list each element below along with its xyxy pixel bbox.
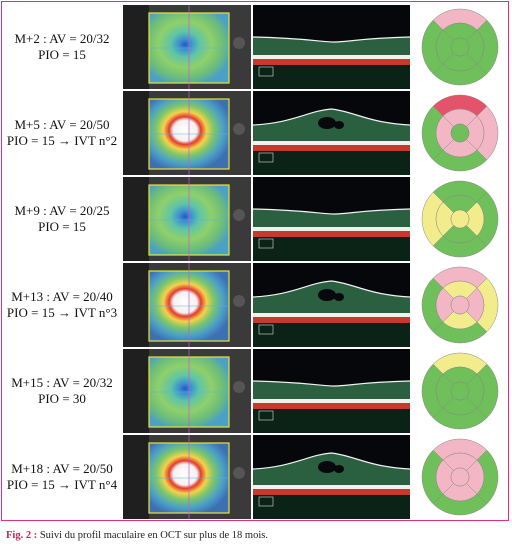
- etdrs-thickness-map: [412, 263, 508, 347]
- oct-scan: [253, 349, 410, 433]
- visit-acuity: M+18 : AV = 20/50: [11, 461, 113, 476]
- visit-pressure: PIO = 15 → IVT n°3: [6, 305, 118, 320]
- followup-row: M+2 : AV = 20/32 PIO = 15: [2, 4, 508, 90]
- figure-caption: Fig. 2 : Suivi du profil maculaire en OC…: [6, 530, 268, 541]
- thickness-map-panel: [412, 349, 508, 433]
- visit-label: M+2 : AV = 20/32 PIO = 15: [2, 4, 122, 90]
- oct-scan: [253, 177, 410, 261]
- map-center: [450, 209, 470, 229]
- oct-scan: [253, 263, 410, 347]
- fundus-image: [123, 91, 251, 175]
- oct-panel: [253, 91, 410, 175]
- etdrs-thickness-map: [412, 435, 508, 519]
- followup-row: M+5 : AV = 20/50 PIO = 15 → IVT n°2: [2, 90, 508, 176]
- fundus-image: [123, 349, 251, 433]
- oct-panel: [253, 177, 410, 261]
- fundus-panel: [123, 177, 251, 261]
- visit-label: M+15 : AV = 20/32 PIO = 30: [2, 348, 122, 434]
- thickness-map-panel: [412, 5, 508, 89]
- visit-pressure: PIO = 15: [38, 219, 86, 234]
- oct-scan: [253, 5, 410, 89]
- oct-panel: [253, 263, 410, 347]
- visit-pressure: PIO = 15: [38, 47, 86, 62]
- etdrs-thickness-map: [412, 349, 508, 433]
- map-center: [450, 295, 470, 315]
- followup-row: M+18 : AV = 20/50 PIO = 15 → IVT n°4: [2, 434, 508, 520]
- visit-label: M+13 : AV = 20/40 PIO = 15 → IVT n°3: [2, 262, 122, 348]
- visit-pressure: PIO = 15 → IVT n°4: [6, 477, 118, 492]
- oct-scan: [253, 91, 410, 175]
- followup-row: M+15 : AV = 20/32 PIO = 30: [2, 348, 508, 434]
- oct-scan: [253, 435, 410, 519]
- visit-label: M+9 : AV = 20/25 PIO = 15: [2, 176, 122, 262]
- visit-label: M+18 : AV = 20/50 PIO = 15 → IVT n°4: [2, 434, 122, 520]
- caption-text: Suivi du profil maculaire en OCT sur plu…: [37, 530, 268, 541]
- map-center: [450, 467, 470, 487]
- figure-panel: M+2 : AV = 20/32 PIO = 15 M+5 : AV = 20/50…: [1, 1, 509, 521]
- visit-acuity: M+2 : AV = 20/32: [14, 31, 110, 46]
- visit-pressure: PIO = 15 → IVT n°2: [6, 133, 118, 148]
- followup-row: M+9 : AV = 20/25 PIO = 15: [2, 176, 508, 262]
- oct-panel: [253, 349, 410, 433]
- map-center: [450, 37, 470, 57]
- etdrs-thickness-map: [412, 5, 508, 89]
- thickness-map-panel: [412, 177, 508, 261]
- visit-acuity: M+13 : AV = 20/40: [11, 289, 113, 304]
- thickness-map-panel: [412, 435, 508, 519]
- followup-row: M+13 : AV = 20/40 PIO = 15 → IVT n°3: [2, 262, 508, 348]
- fundus-image: [123, 5, 251, 89]
- thickness-map-panel: [412, 263, 508, 347]
- thickness-map-panel: [412, 91, 508, 175]
- visit-label: M+5 : AV = 20/50 PIO = 15 → IVT n°2: [2, 90, 122, 176]
- caption-label: Fig. 2 :: [6, 530, 38, 541]
- fundus-panel: [123, 349, 251, 433]
- etdrs-thickness-map: [412, 91, 508, 175]
- fundus-image: [123, 435, 251, 519]
- fundus-panel: [123, 435, 251, 519]
- etdrs-thickness-map: [412, 177, 508, 261]
- visit-pressure: PIO = 30: [38, 391, 86, 406]
- fundus-panel: [123, 91, 251, 175]
- fundus-image: [123, 263, 251, 347]
- oct-panel: [253, 5, 410, 89]
- fundus-image: [123, 177, 251, 261]
- visit-acuity: M+15 : AV = 20/32: [11, 375, 113, 390]
- oct-panel: [253, 435, 410, 519]
- map-center: [450, 381, 470, 401]
- fundus-panel: [123, 5, 251, 89]
- map-center: [450, 123, 470, 143]
- visit-acuity: M+9 : AV = 20/25: [14, 203, 110, 218]
- fundus-panel: [123, 263, 251, 347]
- visit-acuity: M+5 : AV = 20/50: [14, 117, 110, 132]
